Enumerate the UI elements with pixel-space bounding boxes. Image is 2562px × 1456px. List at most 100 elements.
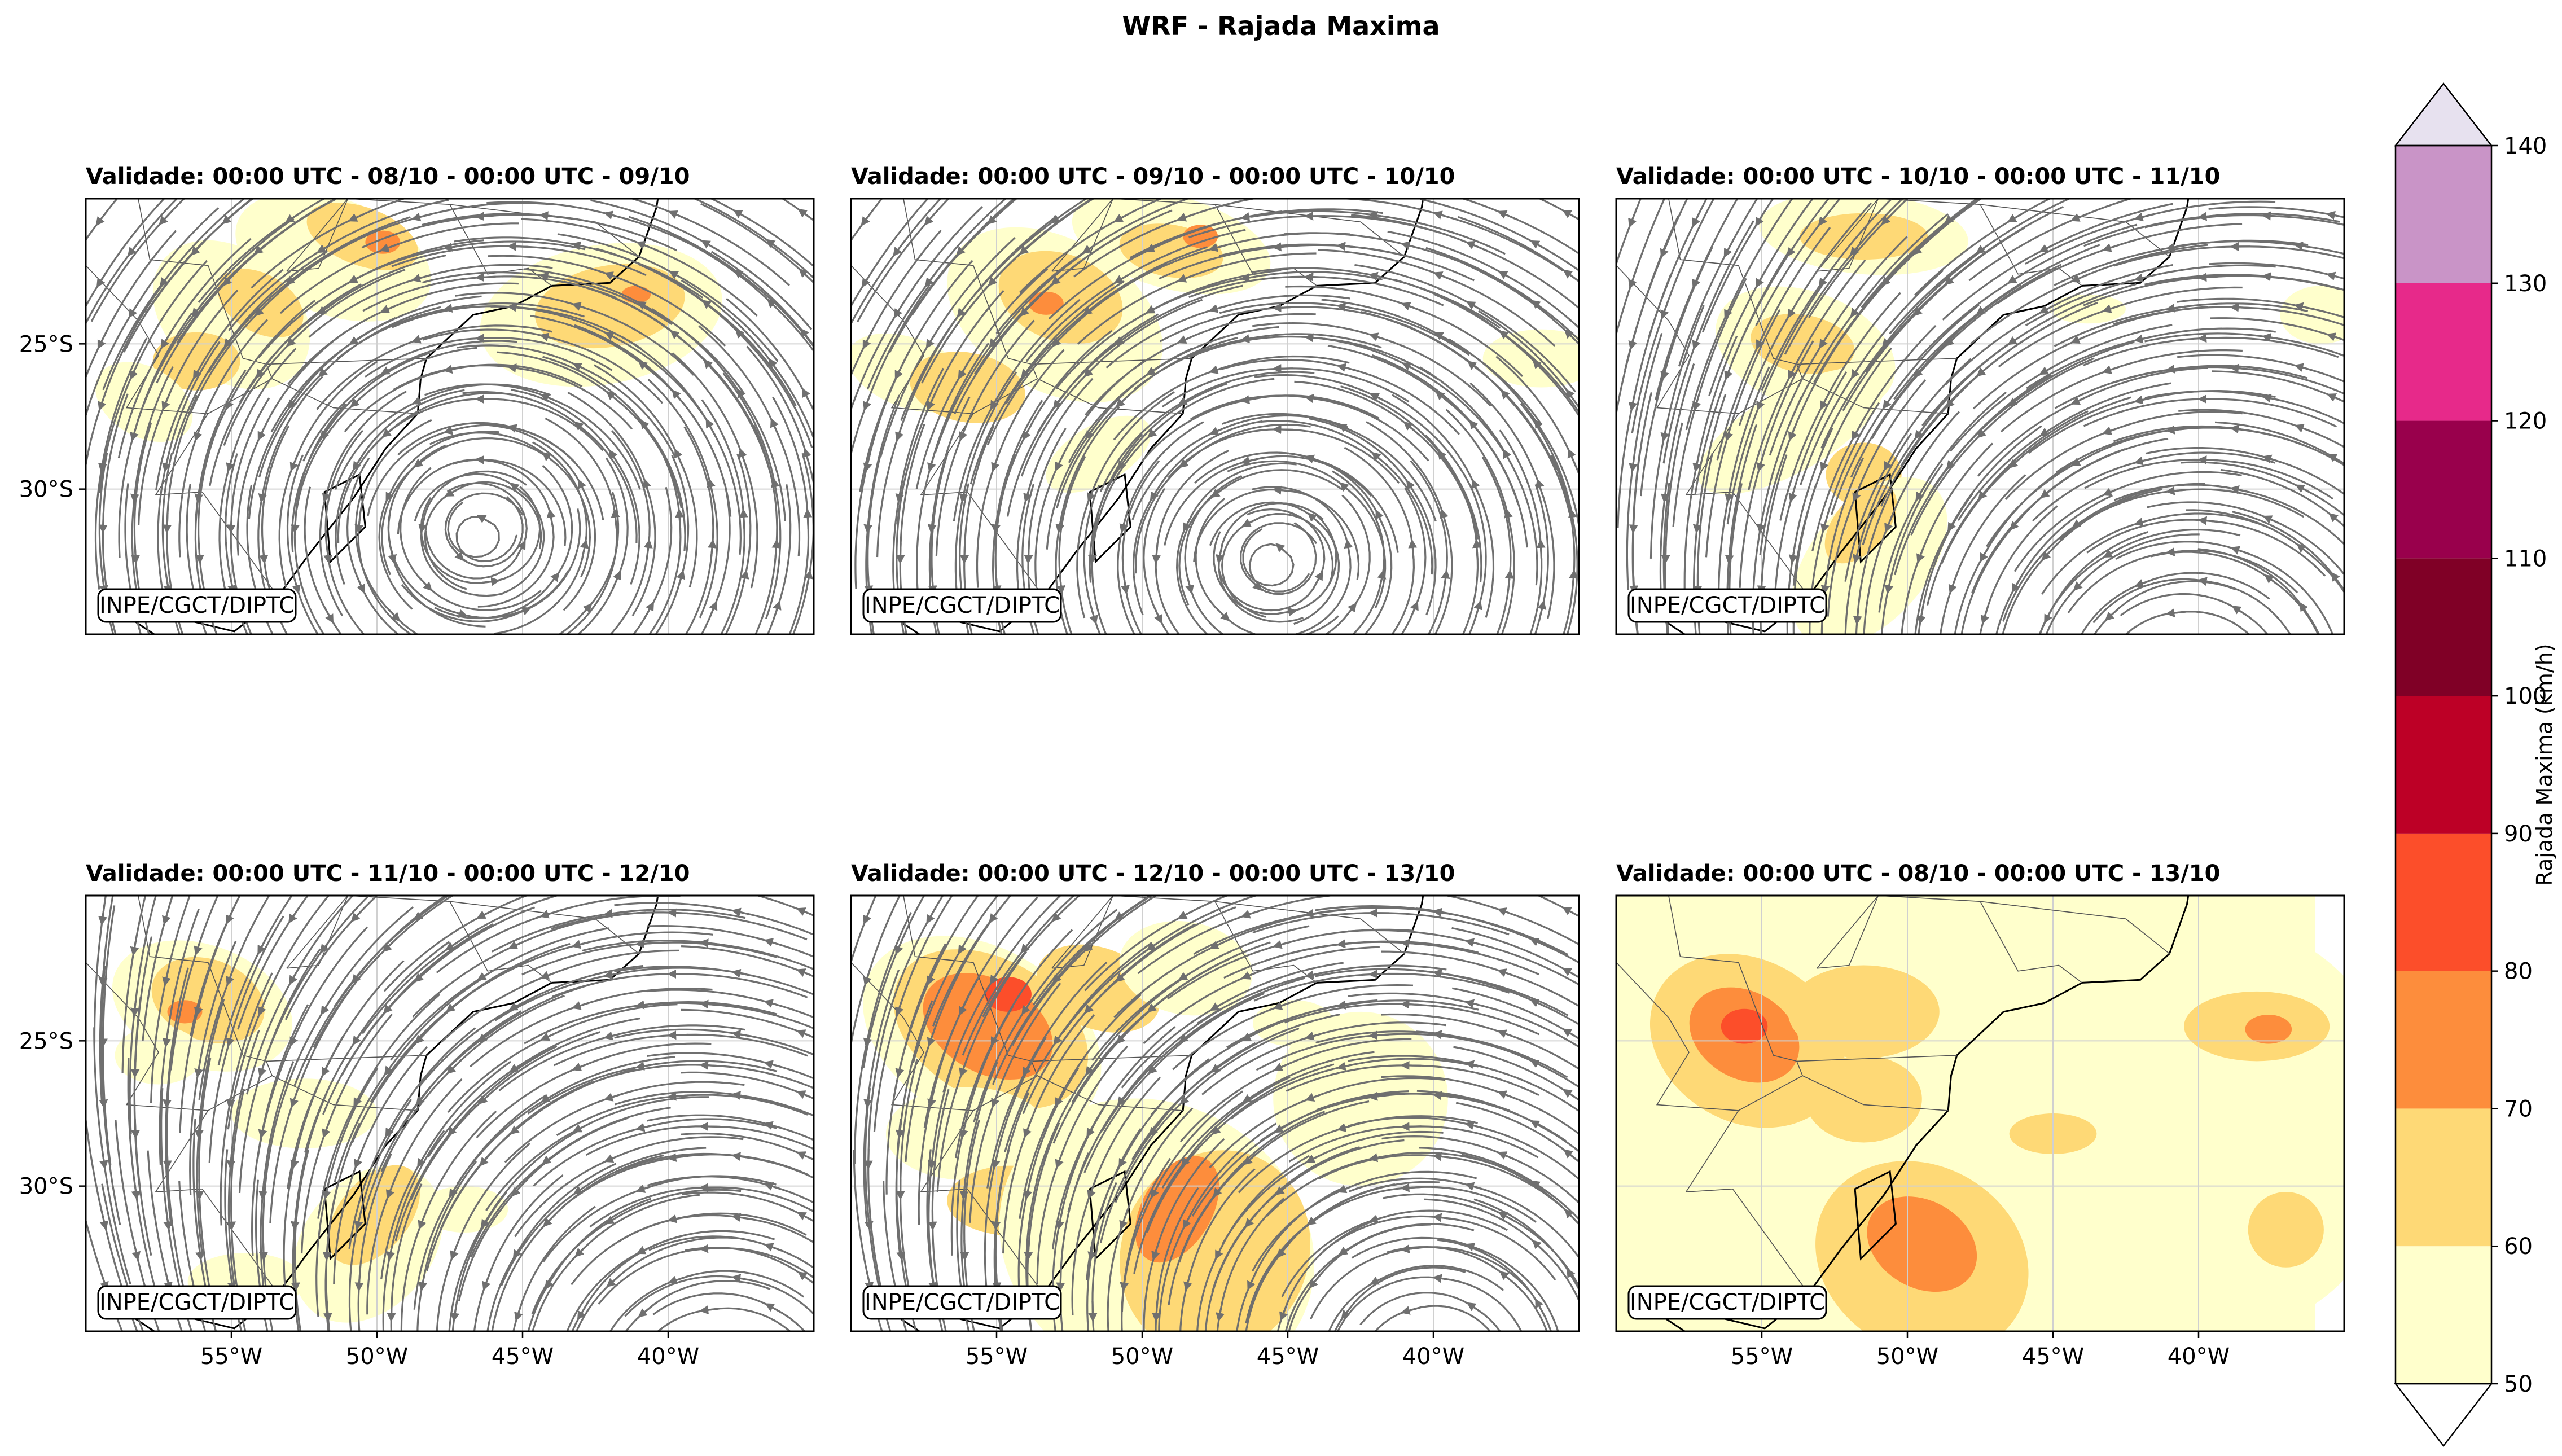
streamline-arrow	[603, 970, 624, 980]
streamline-arrow	[1368, 332, 1389, 342]
streamline-arrow	[1116, 1028, 1131, 1045]
state-border	[266, 358, 427, 365]
streamline-arrow	[1152, 1301, 1161, 1322]
streamline-arrow	[1756, 512, 1766, 534]
streamline-arrow	[1024, 1240, 1033, 1261]
streamline-arrow	[1114, 332, 1132, 346]
streamline-arrow	[667, 1153, 688, 1162]
streamline-arrow	[475, 212, 496, 221]
streamline-arrow	[1400, 999, 1422, 1009]
streamline-arrow	[1307, 512, 1324, 528]
streamline-arrow	[1021, 361, 1034, 379]
streamline-arrow	[765, 239, 783, 252]
watermark-box	[1627, 1285, 1827, 1320]
streamline-arrow	[1052, 392, 1067, 409]
streamline-arrow	[572, 1122, 592, 1133]
streamline-arrow	[958, 361, 969, 380]
streamline-arrow	[768, 358, 782, 376]
streamline-arrow	[322, 1119, 331, 1139]
streamline-arrow	[1432, 1152, 1454, 1161]
streamline-arrow	[764, 999, 784, 1008]
streamline-arrow	[2134, 212, 2155, 222]
streamline-arrow	[2073, 576, 2089, 591]
streamline-arrow	[1087, 1179, 1096, 1200]
streamline-arrow	[1183, 513, 1194, 533]
state-border	[1037, 378, 1183, 414]
streamline-arrow	[195, 1179, 204, 1200]
streamline-arrow	[802, 388, 813, 407]
streamline-arrow	[95, 209, 109, 226]
streamline-arrow	[927, 451, 936, 472]
streamline-arrow	[2044, 604, 2055, 624]
streamline-arrow	[289, 452, 300, 472]
streamline-arrow	[2011, 574, 2023, 593]
streamline-arrow	[1724, 361, 1734, 380]
streamline-arrow	[1406, 480, 1418, 498]
streamline-arrow	[1023, 1058, 1033, 1077]
streamline-arrow	[705, 418, 717, 437]
panel-title: Validade: 00:00 UTC - 10/10 - 00:00 UTC …	[1616, 164, 2220, 190]
streamline-arrow	[1532, 359, 1548, 375]
streamline-arrow	[699, 1060, 720, 1070]
streamline-arrow	[1177, 908, 1197, 919]
streamline-arrow	[1756, 451, 1765, 472]
streamline-arrow	[1082, 301, 1100, 315]
state-border	[86, 962, 208, 1111]
streamline-arrow	[796, 1212, 814, 1222]
streamline-arrow	[348, 272, 367, 283]
streamline-arrow	[1241, 970, 1261, 980]
streamline-arrow	[577, 603, 593, 620]
streamline-arrow	[1312, 571, 1323, 590]
colorbar-frame	[2394, 144, 2493, 1385]
streamline-arrow	[1532, 1239, 1548, 1255]
streamline-arrow	[509, 1060, 527, 1073]
streamline-arrow	[2264, 574, 2282, 588]
streamline-arrow	[668, 210, 688, 221]
streamline-arrow	[642, 478, 651, 499]
streamline-arrow	[895, 421, 904, 442]
streamline-arrow	[1336, 242, 1357, 251]
streamline-arrow	[286, 331, 302, 347]
streamline-arrow	[413, 907, 431, 921]
streamline-arrow	[99, 1271, 109, 1291]
colorbar-tick-label: 120	[2504, 409, 2547, 435]
streamline-arrow	[1179, 1090, 1196, 1105]
streamline-arrow	[2331, 572, 2344, 589]
streamline-arrow	[959, 1118, 968, 1139]
streamline-arrow	[259, 543, 269, 564]
streamline-arrow	[545, 1271, 557, 1290]
streamline-arrow	[1377, 569, 1387, 590]
panel-frame	[850, 198, 1580, 635]
streamline-arrow	[1660, 299, 1670, 320]
streamline-arrow	[1121, 573, 1130, 595]
streamline-arrow	[1561, 907, 1579, 918]
streamline-arrow	[1536, 479, 1545, 499]
streamline-arrow	[764, 1121, 784, 1130]
streamline-arrow	[482, 1271, 492, 1291]
streamline-arrow	[1498, 270, 1517, 282]
x-tick-label: 55°W	[200, 1344, 262, 1370]
streamline-arrow	[1913, 362, 1928, 378]
streamline-arrow	[512, 1241, 525, 1260]
streamline-arrow	[258, 1240, 268, 1261]
streamline-arrow	[541, 1091, 559, 1103]
streamline-arrow	[2165, 608, 2187, 618]
streamline-arrow	[1055, 452, 1065, 472]
streamline-arrow	[1083, 362, 1099, 378]
lagoon-outline	[1854, 1170, 1897, 1261]
streamline-arrow	[1433, 210, 1453, 220]
streamline-arrow	[1020, 301, 1035, 317]
streamline-arrow	[354, 1270, 364, 1292]
streamline-arrow	[1087, 1240, 1096, 1261]
streamline-arrow	[194, 996, 203, 1017]
streamline-arrow	[411, 273, 432, 283]
streamline-arrow	[2041, 545, 2056, 561]
colorbar-segment	[2396, 420, 2491, 559]
streamline-arrow	[1629, 573, 1639, 595]
streamline-arrow	[317, 302, 335, 315]
streamline-arrow	[1818, 209, 1832, 226]
watermark-label: INPE/CGCT/DIPTC	[1630, 593, 1825, 619]
streamline-arrow	[1023, 1179, 1033, 1200]
streamline-arrow	[258, 1057, 267, 1078]
streamline-arrow	[2293, 242, 2315, 251]
